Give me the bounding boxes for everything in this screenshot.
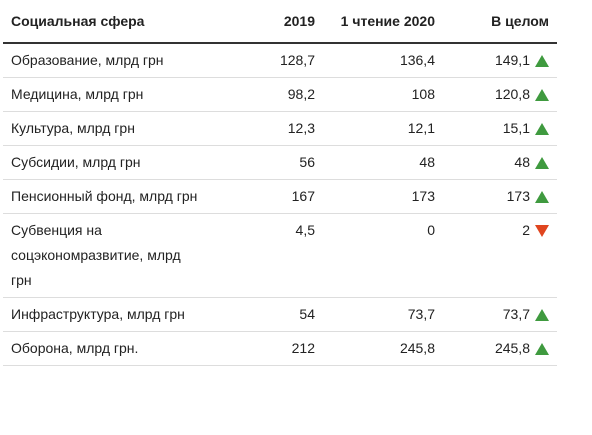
value-2019-cell: 212 — [211, 331, 323, 366]
total-value-group: 73,7 — [503, 302, 549, 327]
trend-up-icon — [535, 190, 549, 203]
value-2019-cell: 167 — [211, 179, 323, 214]
total-value-group: 48 — [514, 150, 549, 175]
trend-up-icon — [535, 54, 549, 67]
value-total-cell: 73,7 — [443, 297, 557, 332]
value-total-cell: 48 — [443, 145, 557, 180]
category-cell: Образование, млрд грн — [3, 43, 211, 78]
table-header: Социальная сфера 2019 1 чтение 2020 В це… — [3, 0, 557, 44]
table-row: Культура, млрд грн 12,3 12,1 15,1 — [3, 111, 557, 146]
table-row: Субвенция на соцэкономразвитие, млрд грн… — [3, 213, 557, 298]
budget-table: Социальная сфера 2019 1 чтение 2020 В це… — [3, 0, 557, 366]
trend-up-icon — [535, 308, 549, 321]
trend-up-icon — [535, 88, 549, 101]
header-total: В целом — [443, 0, 557, 44]
table-row: Образование, млрд грн 128,7 136,4 149,1 — [3, 43, 557, 78]
table-row: Медицина, млрд грн 98,2 108 120,8 — [3, 77, 557, 112]
value-first-reading-cell: 108 — [323, 77, 443, 112]
value-total-cell: 120,8 — [443, 77, 557, 112]
category-cell: Культура, млрд грн — [3, 111, 211, 146]
value-total-cell: 2 — [443, 213, 557, 298]
value-2019-cell: 56 — [211, 145, 323, 180]
value-first-reading-cell: 73,7 — [323, 297, 443, 332]
value-first-reading-cell: 245,8 — [323, 331, 443, 366]
table-body: Образование, млрд грн 128,7 136,4 149,1 Меди… — [3, 43, 557, 366]
value-2019-cell: 98,2 — [211, 77, 323, 112]
value-2019-cell: 54 — [211, 297, 323, 332]
header-row: Социальная сфера 2019 1 чтение 2020 В це… — [3, 0, 557, 44]
category-cell: Пенсионный фонд, млрд грн — [3, 179, 211, 214]
trend-up-icon — [535, 342, 549, 355]
total-value-group: 120,8 — [495, 82, 549, 107]
value-2019-cell: 128,7 — [211, 43, 323, 78]
category-cell: Инфраструктура, млрд грн — [3, 297, 211, 332]
header-category: Социальная сфера — [3, 0, 211, 44]
total-value: 120,8 — [494, 86, 530, 102]
category-cell: Субсидии, млрд грн — [3, 145, 211, 180]
table-row: Пенсионный фонд, млрд грн 167 173 173 — [3, 179, 557, 214]
trend-up-icon — [535, 122, 549, 135]
total-value-group: 173 — [507, 184, 549, 209]
category-cell: Оборона, млрд грн. — [3, 331, 211, 366]
total-value-group: 149,1 — [495, 48, 549, 73]
total-value: 48 — [514, 154, 530, 170]
value-first-reading-cell: 0 — [323, 213, 443, 298]
table-row: Субсидии, млрд грн 56 48 48 — [3, 145, 557, 180]
value-total-cell: 245,8 — [443, 331, 557, 366]
value-first-reading-cell: 136,4 — [323, 43, 443, 78]
value-total-cell: 173 — [443, 179, 557, 214]
value-total-cell: 149,1 — [443, 43, 557, 78]
trend-down-icon — [535, 224, 549, 237]
total-value: 173 — [506, 188, 530, 204]
value-first-reading-cell: 12,1 — [323, 111, 443, 146]
total-value: 149,1 — [494, 52, 530, 68]
value-first-reading-cell: 173 — [323, 179, 443, 214]
value-first-reading-cell: 48 — [323, 145, 443, 180]
value-2019-cell: 12,3 — [211, 111, 323, 146]
total-value: 15,1 — [502, 120, 530, 136]
value-total-cell: 15,1 — [443, 111, 557, 146]
total-value: 2 — [522, 222, 530, 238]
total-value-group: 245,8 — [495, 336, 549, 361]
header-first-reading-2020: 1 чтение 2020 — [323, 0, 443, 44]
trend-up-icon — [535, 156, 549, 169]
category-cell: Медицина, млрд грн — [3, 77, 211, 112]
total-value-group: 15,1 — [503, 116, 549, 141]
value-2019-cell: 4,5 — [211, 213, 323, 298]
total-value: 245,8 — [494, 340, 530, 356]
header-2019: 2019 — [211, 0, 323, 44]
total-value: 73,7 — [502, 306, 530, 322]
table-row: Оборона, млрд грн. 212 245,8 245,8 — [3, 331, 557, 366]
table-row: Инфраструктура, млрд грн 54 73,7 73,7 — [3, 297, 557, 332]
total-value-group: 2 — [522, 218, 549, 243]
category-cell: Субвенция на соцэкономразвитие, млрд грн — [3, 213, 211, 298]
